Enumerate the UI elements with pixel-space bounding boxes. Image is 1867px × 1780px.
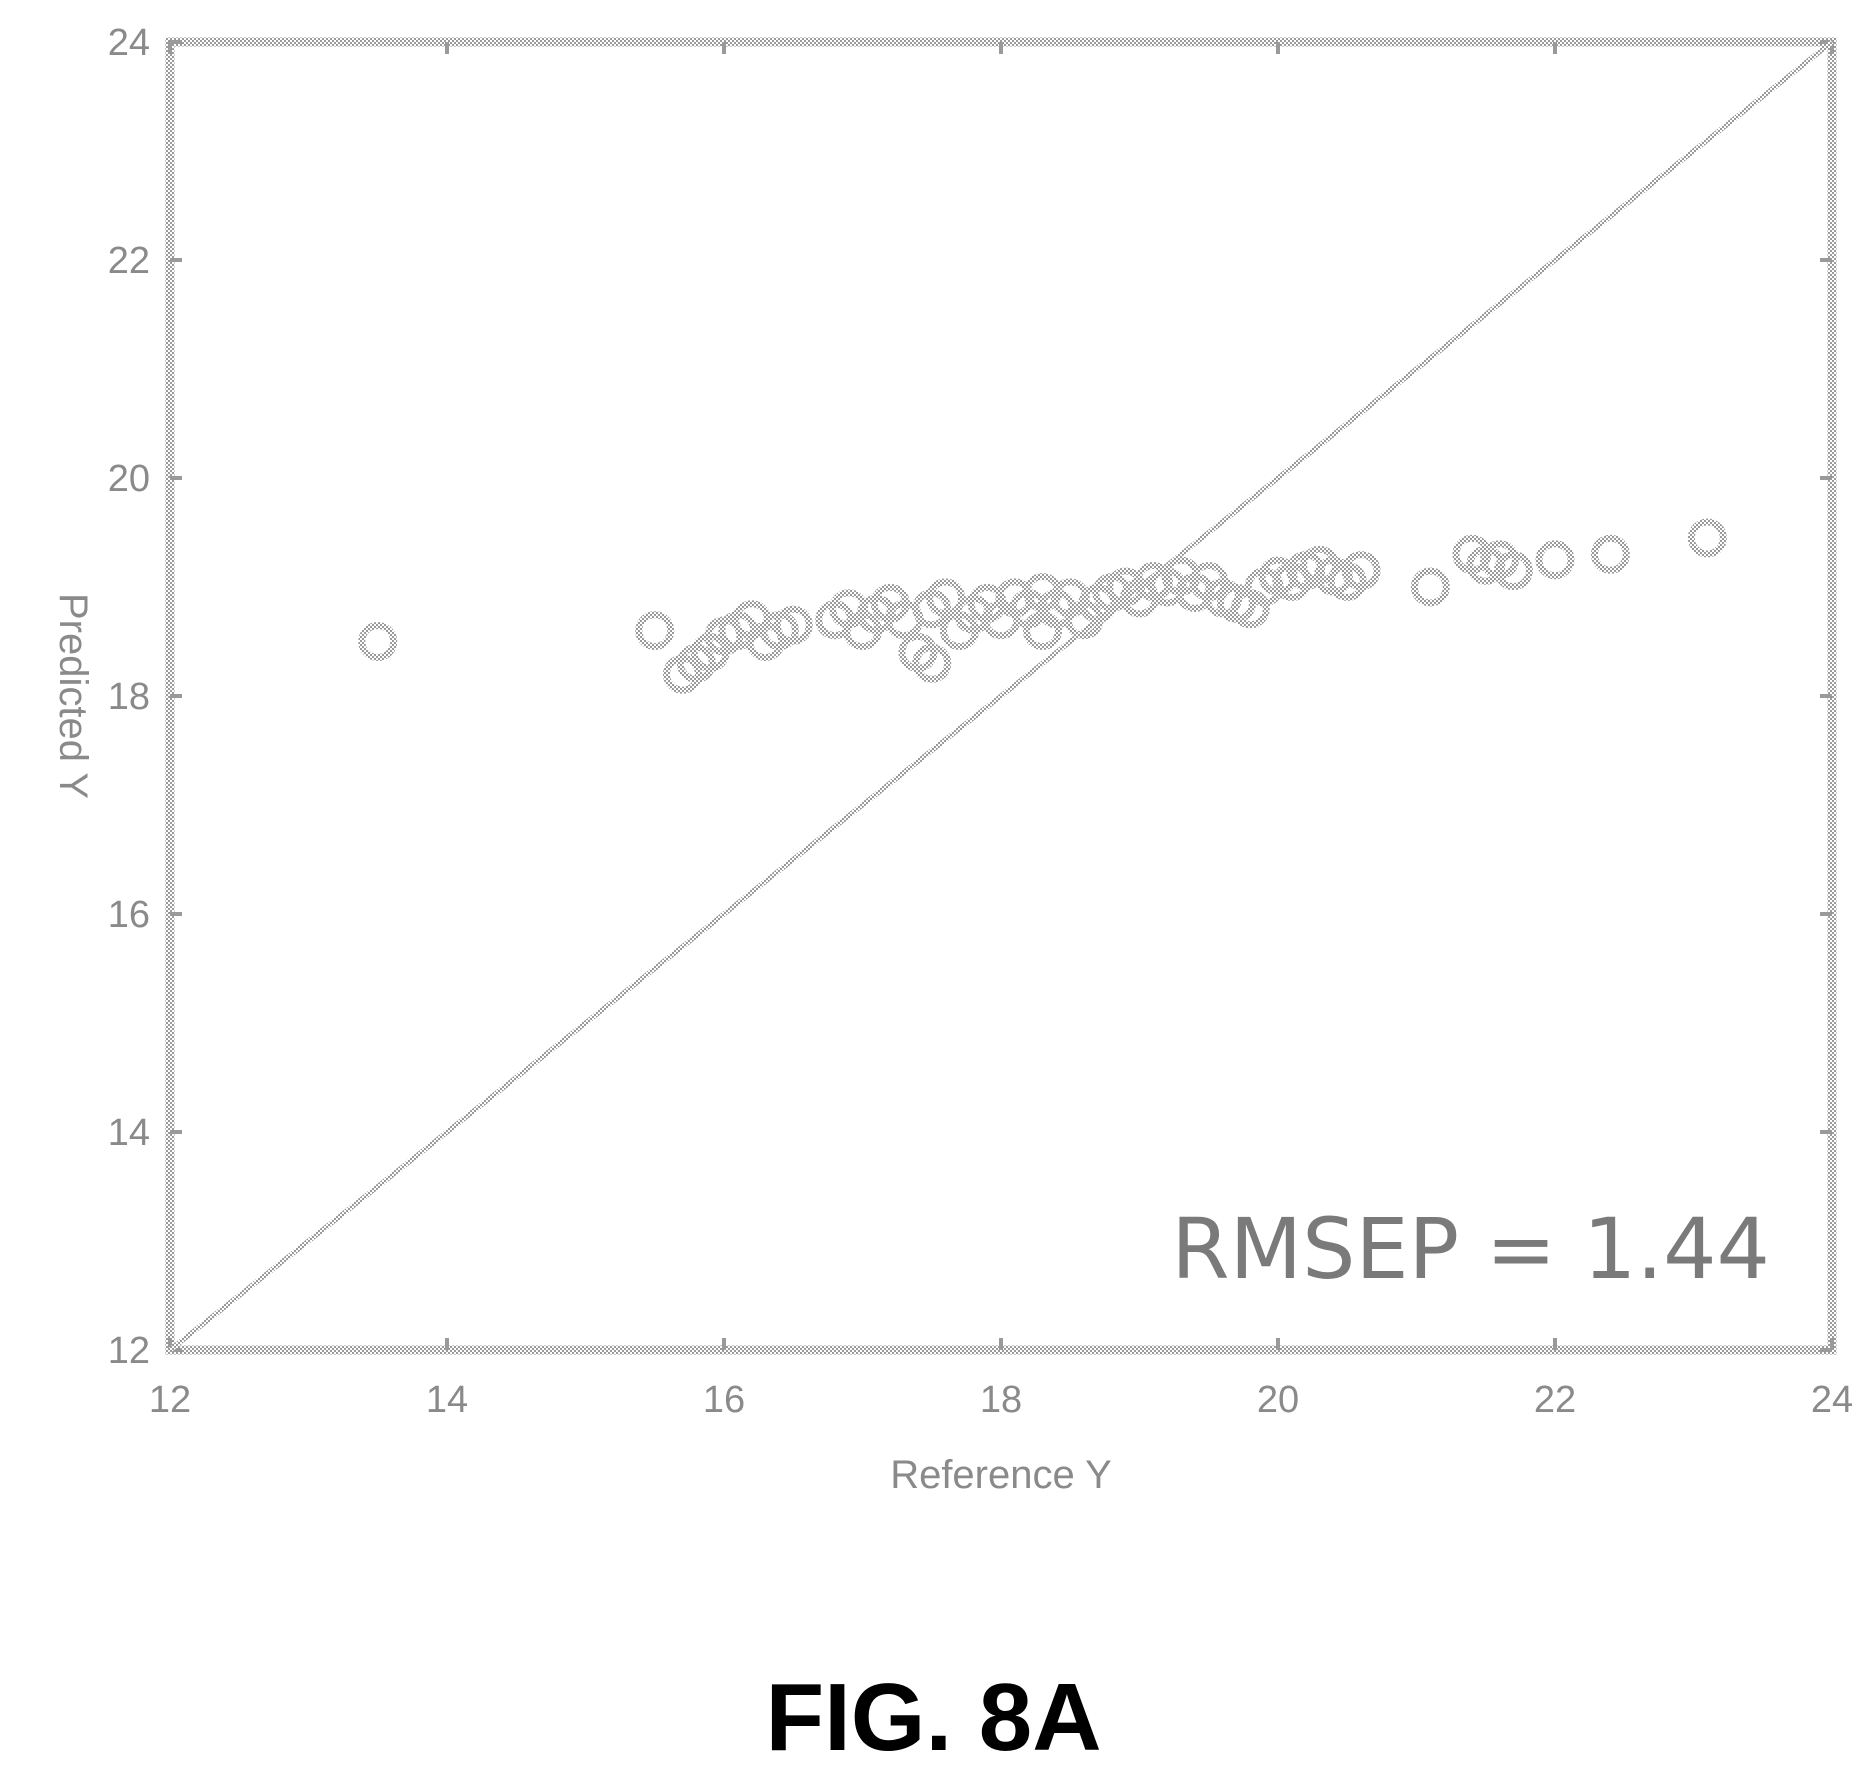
x-tick-label: 14 — [426, 1379, 468, 1421]
data-point — [1535, 540, 1575, 580]
data-point — [1590, 534, 1630, 574]
identity-line — [168, 40, 1834, 1352]
x-tick-label: 24 — [1811, 1379, 1853, 1421]
data-point — [358, 622, 398, 661]
data-point — [635, 611, 675, 651]
data-point — [912, 643, 952, 683]
data-point — [773, 605, 813, 645]
data-point — [1410, 567, 1450, 607]
data-point — [1493, 551, 1533, 591]
y-tick-labels: 12 14 16 18 20 22 24 — [108, 22, 150, 1372]
tick-marks — [168, 40, 1834, 1352]
scatter-chart: 12 14 16 18 20 22 24 12 14 16 18 20 22 24 Reference … — [51, 22, 1853, 1497]
data-point — [1687, 518, 1727, 558]
y-axis-label: Predicted Y — [51, 593, 95, 799]
y-tick-label: 22 — [108, 240, 150, 282]
x-tick-labels: 12 14 16 18 20 22 24 — [149, 1379, 1853, 1421]
x-tick-label: 20 — [1257, 1379, 1299, 1421]
data-point — [926, 578, 966, 618]
y-tick-label: 14 — [108, 1112, 150, 1154]
data-point — [1341, 551, 1381, 591]
x-tick-label: 16 — [703, 1379, 745, 1421]
figure-caption: FIG. 8A — [765, 1664, 1102, 1771]
x-tick-label: 22 — [1534, 1379, 1576, 1421]
x-axis-label: Reference Y — [890, 1453, 1112, 1497]
x-tick-label: 18 — [980, 1379, 1022, 1421]
y-tick-label: 18 — [108, 676, 150, 718]
y-tick-label: 16 — [108, 894, 150, 936]
y-tick-label: 12 — [108, 1330, 150, 1372]
y-tick-label: 20 — [108, 458, 150, 500]
y-tick-label: 24 — [108, 22, 150, 64]
data-points — [358, 518, 1727, 694]
rmsep-annotation: RMSEP = 1.44 — [1171, 1200, 1770, 1298]
x-tick-label: 12 — [149, 1379, 191, 1421]
